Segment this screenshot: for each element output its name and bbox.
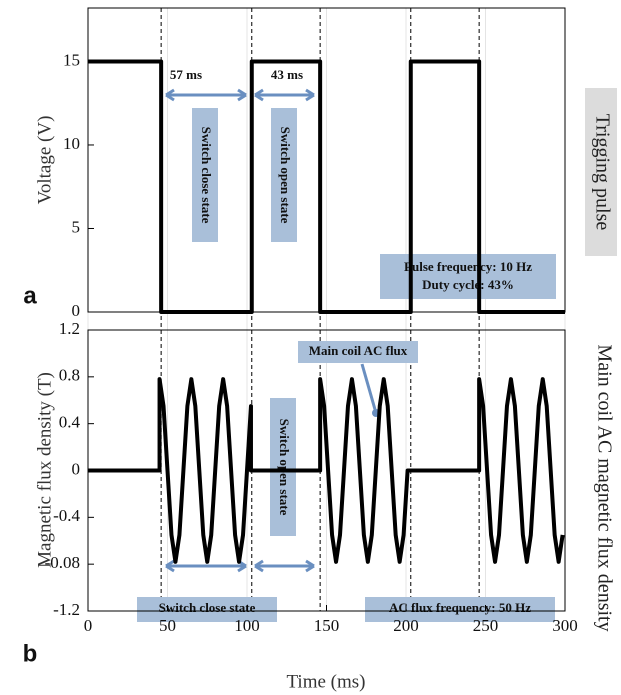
annotation-box bbox=[137, 597, 277, 622]
annotation-box bbox=[298, 341, 418, 363]
y-tick-label: 0.4 bbox=[59, 413, 81, 432]
y-tick-label: -0.4 bbox=[53, 506, 80, 525]
annotation: AC flux frequency: 50 Hz bbox=[389, 600, 531, 615]
side-label: Trigging pulse bbox=[591, 114, 613, 231]
arrow bbox=[254, 559, 315, 573]
y-tick-label: 1.2 bbox=[59, 319, 80, 338]
annotation-box bbox=[270, 398, 296, 536]
axes-frame bbox=[87, 329, 566, 612]
panel-label: b bbox=[23, 640, 38, 667]
x-tick-label: 200 bbox=[393, 616, 419, 635]
annotation-box bbox=[192, 108, 218, 242]
axes-frame bbox=[87, 7, 566, 313]
x-tick-label: 50 bbox=[159, 616, 176, 635]
annotation: Switch close state bbox=[159, 600, 256, 615]
x-tick-label: 300 bbox=[552, 616, 578, 635]
x-tick-label: 250 bbox=[473, 616, 499, 635]
y-tick-label: 5 bbox=[72, 217, 81, 236]
y-tick-label: 10 bbox=[63, 134, 80, 153]
annotation: Duty cycle: 43% bbox=[422, 277, 514, 292]
annotation-box bbox=[365, 597, 555, 622]
x-tick-label: 150 bbox=[314, 616, 340, 635]
data-line bbox=[88, 377, 565, 564]
y-tick-label: -0.08 bbox=[45, 553, 80, 572]
arrow bbox=[254, 88, 315, 102]
annotation: Main coil AC flux bbox=[309, 343, 408, 358]
y-tick-label: -1.2 bbox=[53, 600, 80, 619]
y-tick-label: 0 bbox=[72, 301, 81, 320]
pointer bbox=[360, 363, 378, 414]
y-tick-label: 0.8 bbox=[59, 366, 80, 385]
arrow bbox=[165, 88, 247, 102]
y-tick-label: 0 bbox=[72, 459, 81, 478]
x-tick-label: 100 bbox=[234, 616, 260, 635]
panel-label: a bbox=[23, 282, 37, 309]
x-axis-label: Time (ms) bbox=[286, 671, 365, 692]
annotation: Switch open state bbox=[277, 419, 292, 516]
data-line bbox=[88, 59, 565, 314]
y-axis-label: Magnetic flux density (T) bbox=[34, 372, 55, 568]
side-label: Main coil AC magnetic flux density bbox=[593, 344, 615, 631]
annotation: Pulse frequency: 10 Hz bbox=[404, 259, 532, 274]
y-tick-label: 15 bbox=[63, 50, 80, 69]
annotation: Switch open state bbox=[278, 127, 293, 224]
x-tick-label: 0 bbox=[84, 616, 93, 635]
annotation: 57 ms bbox=[170, 67, 202, 82]
annotation: Switch close state bbox=[199, 127, 214, 224]
side-label-box bbox=[585, 88, 617, 256]
annotation-box bbox=[271, 108, 297, 242]
y-axis-label: Voltage (V) bbox=[34, 116, 55, 205]
arrow bbox=[165, 559, 247, 573]
annotation: 43 ms bbox=[271, 67, 303, 82]
